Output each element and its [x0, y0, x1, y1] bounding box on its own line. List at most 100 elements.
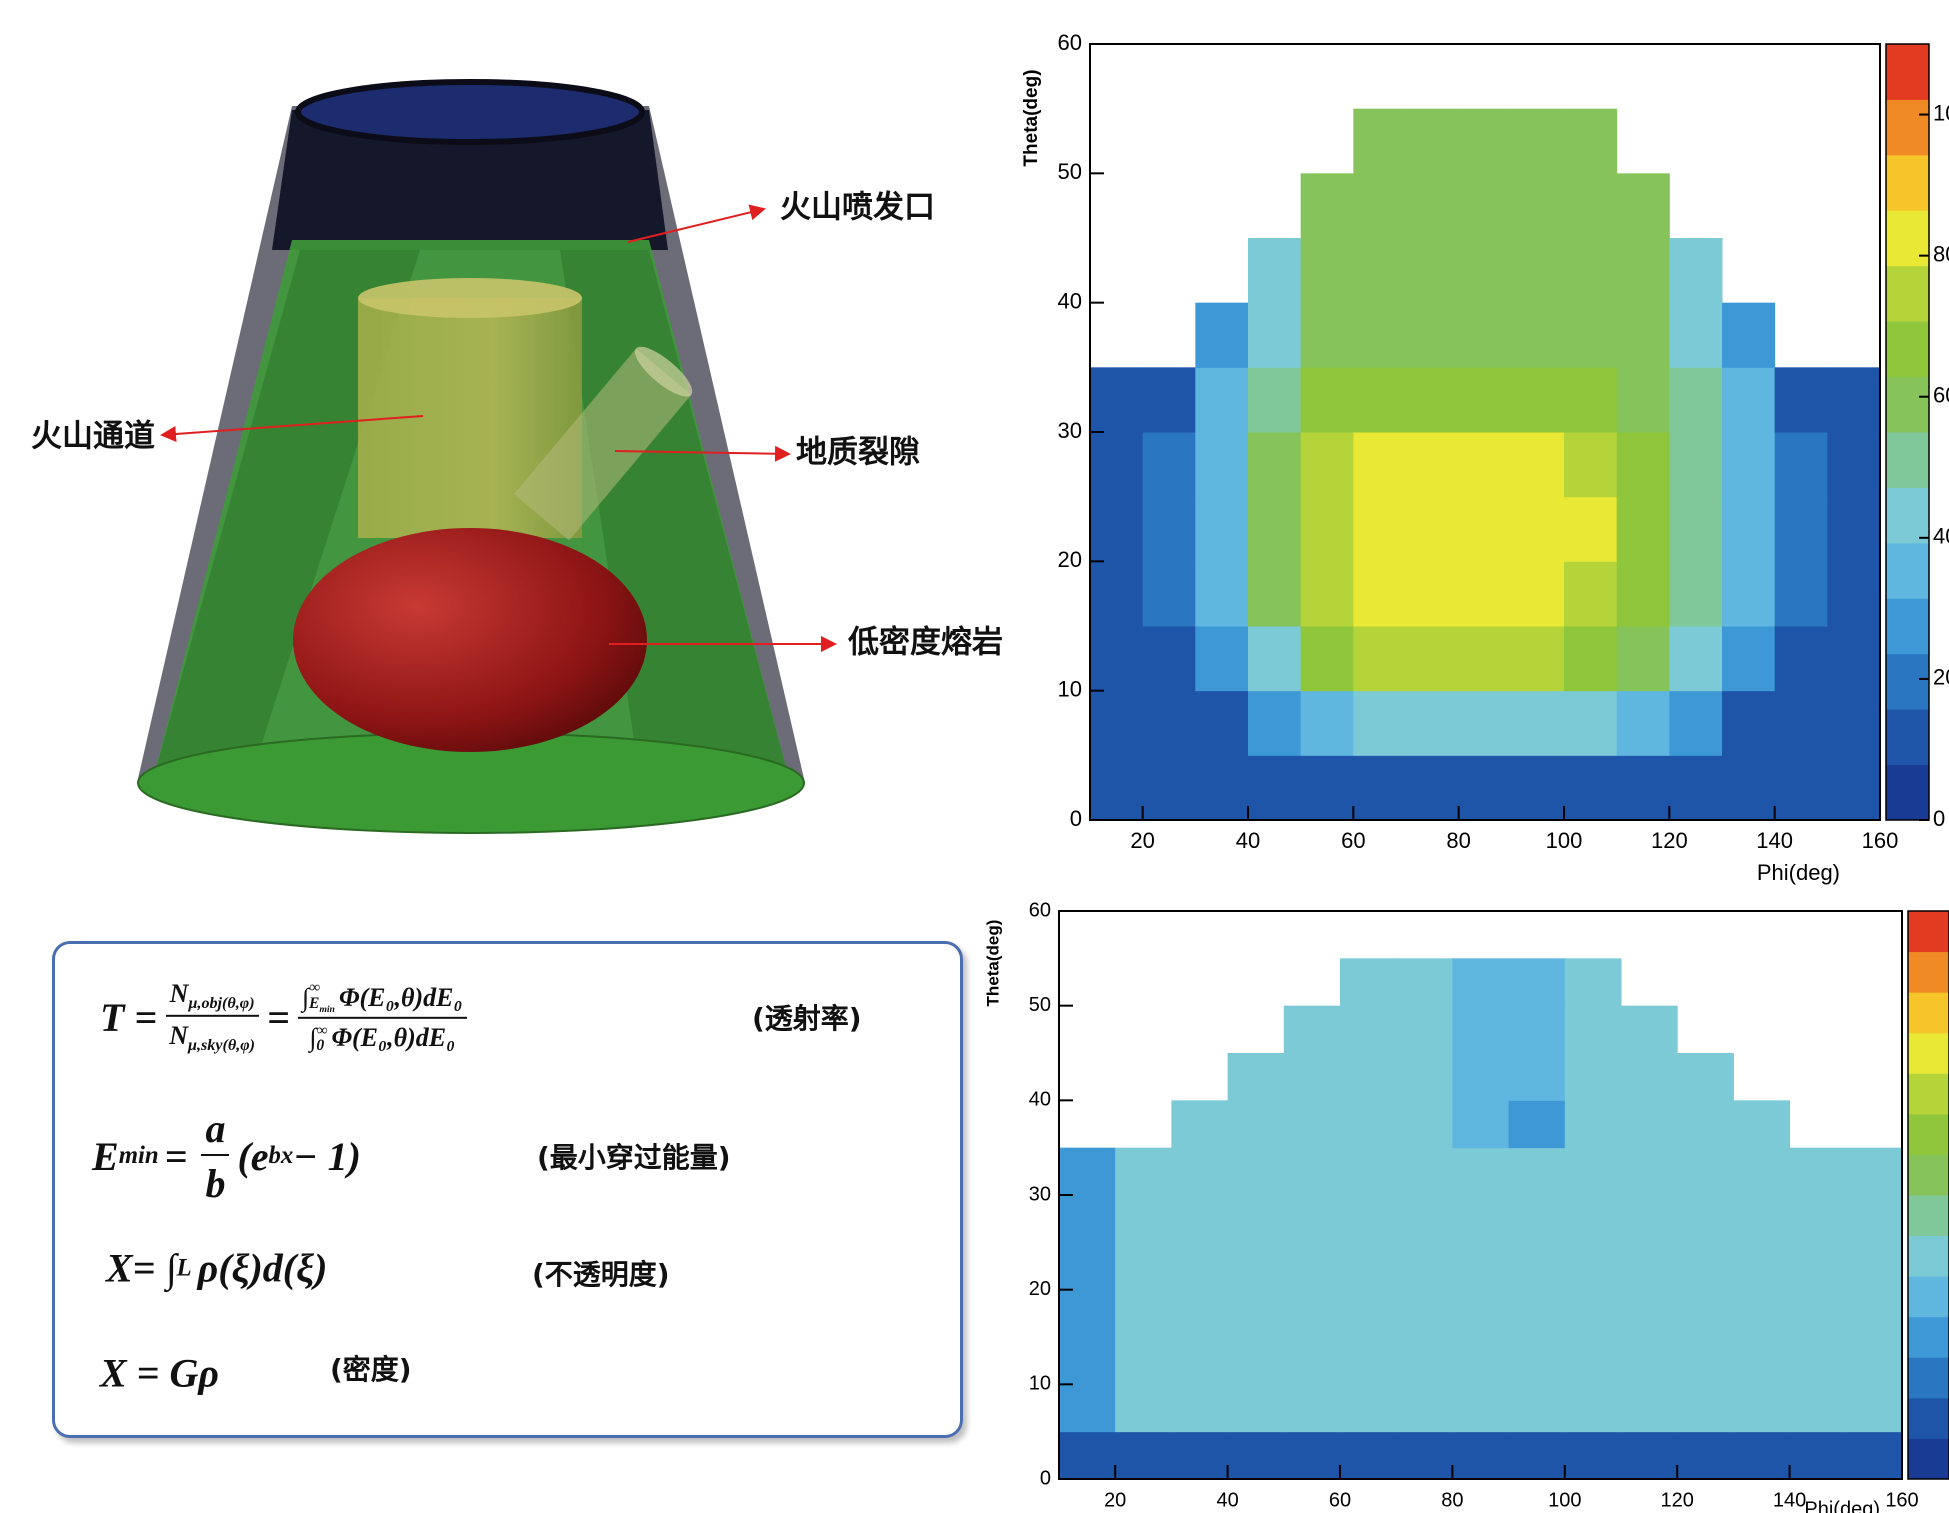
- y-tick-label: 30: [1058, 418, 1082, 443]
- formula: Emin = ab (ebx − 1): [92, 1105, 361, 1207]
- volcano-model: 火山喷发口 火山通道 地质裂隙 低密度熔岩: [31, 82, 1003, 833]
- heatmap-cell: [1846, 1337, 1903, 1385]
- heatmap-cell: [1284, 1006, 1341, 1054]
- heatmap-cell: [1669, 691, 1722, 756]
- heatmap-cell: [1301, 561, 1354, 626]
- formula-note: (透射率): [752, 997, 862, 1037]
- heatmap-cell: [1617, 561, 1670, 626]
- formula-text: T =: [100, 994, 157, 1041]
- heatmap-cell: [1396, 1432, 1453, 1480]
- heatmap-cell: [1621, 1006, 1678, 1054]
- heatmap-cell: [1846, 1148, 1903, 1196]
- heatmap-cell: [1846, 1384, 1903, 1432]
- colorbar-band: [1908, 992, 1949, 1033]
- heatmap-cell: [1733, 1290, 1790, 1338]
- heatmap-cell: [1059, 1290, 1116, 1338]
- heatmap-cell: [1509, 1384, 1566, 1432]
- heatmap-cell: [1452, 1006, 1509, 1054]
- heatmap-cell: [1677, 1242, 1734, 1290]
- heatmap-cell: [1565, 1432, 1622, 1480]
- heatmap-cell: [1406, 755, 1459, 820]
- formula-text: L: [176, 1254, 191, 1282]
- heatmap-cell: [1452, 1384, 1509, 1432]
- heatmap-cell: [1790, 1337, 1847, 1385]
- heatmap-cell: [1340, 1384, 1397, 1432]
- heatmap-cell: [1396, 1337, 1453, 1385]
- heatmap-cell: [1722, 755, 1775, 820]
- heatmap-cell: [1511, 303, 1564, 368]
- x-axis-label: Phi(deg): [1757, 860, 1840, 885]
- heatmap-cell: [1090, 367, 1143, 432]
- conduit-top: [358, 278, 582, 318]
- heatmap-cell: [1340, 1100, 1397, 1148]
- heatmap-cell: [1722, 561, 1775, 626]
- heatmap-cell: [1509, 1100, 1566, 1148]
- heatmap-cell: [1565, 1053, 1622, 1101]
- colorbar-band: [1908, 911, 1949, 952]
- heatmap-cell: [1669, 432, 1722, 497]
- heatmap-cell: [1396, 1242, 1453, 1290]
- formula-text: ∫: [309, 1023, 316, 1053]
- heatmap-cell: [1301, 432, 1354, 497]
- heatmap-cell: [1846, 1432, 1903, 1480]
- heatmap-cell: [1511, 691, 1564, 756]
- heatmap-cell: [1733, 1100, 1790, 1148]
- heatmap-cell: [1509, 1195, 1566, 1243]
- heatmap-cell: [1059, 1384, 1116, 1432]
- colorbar-band: [1886, 321, 1929, 377]
- label: 低密度熔岩: [847, 625, 1003, 661]
- heatmap-cell: [1790, 1195, 1847, 1243]
- colorbar-band: [1886, 598, 1929, 654]
- heatmap-cell: [1733, 1337, 1790, 1385]
- label: 地质裂隙: [796, 435, 920, 471]
- heatmap-cell: [1511, 755, 1564, 820]
- heatmap-cell: [1621, 1100, 1678, 1148]
- heatmap-cell: [1284, 1290, 1341, 1338]
- heatmap-cell: [1353, 626, 1406, 691]
- heatmap-cell: [1340, 1432, 1397, 1480]
- x-tick-label: 20: [1104, 1489, 1126, 1511]
- heatmap-cell: [1565, 1148, 1622, 1196]
- formula-text: =: [267, 994, 290, 1041]
- y-tick-label: 40: [1029, 1089, 1051, 1111]
- heatmap-cell: [1722, 691, 1775, 756]
- heatmap-cell: [1846, 1195, 1903, 1243]
- colorbar-band: [1886, 155, 1929, 211]
- heatmap-cell: [1677, 1432, 1734, 1480]
- heatmap-cell: [1511, 497, 1564, 562]
- heatmap-cell: [1228, 1100, 1285, 1148]
- y-tick-label: 0: [1070, 806, 1082, 831]
- heatmap-cell: [1677, 1384, 1734, 1432]
- heatmap-cell: [1509, 1432, 1566, 1480]
- y-tick-label: 60: [1058, 30, 1082, 55]
- heatmap-cell: [1171, 1100, 1228, 1148]
- heatmap-cell: [1617, 691, 1670, 756]
- colorbar-band: [1908, 1317, 1949, 1358]
- y-tick-label: 50: [1058, 159, 1082, 184]
- heatmap-cell: [1171, 1148, 1228, 1196]
- x-tick-label: 20: [1130, 828, 1154, 853]
- heatmap-cell: [1621, 1290, 1678, 1338]
- heatmap-cell: [1301, 238, 1354, 303]
- heatmap-cell: [1115, 1432, 1172, 1480]
- formula-text: 0: [316, 1038, 327, 1054]
- heatmap-cell: [1301, 497, 1354, 562]
- x-tick-label: 140: [1773, 1489, 1806, 1511]
- formula-text: bx: [269, 1142, 294, 1170]
- x-tick-label: 40: [1236, 828, 1260, 853]
- heatmap-cell: [1452, 1432, 1509, 1480]
- heatmap-cell: [1195, 497, 1248, 562]
- heatmap-cell: [1669, 561, 1722, 626]
- heatmap-cell: [1509, 958, 1566, 1006]
- colorbar-band: [1886, 210, 1929, 266]
- heatmap-cell: [1248, 755, 1301, 820]
- y-tick-label: 30: [1029, 1183, 1051, 1205]
- heatmap-cell: [1059, 1242, 1116, 1290]
- heatmap-cell: [1195, 626, 1248, 691]
- heatmap-cell: [1722, 303, 1775, 368]
- colorbar-band: [1908, 1195, 1949, 1236]
- heatmap-cell: [1090, 691, 1143, 756]
- heatmap-cell: [1195, 303, 1248, 368]
- heatmap-cell: [1722, 432, 1775, 497]
- heatmap-cell: [1115, 1337, 1172, 1385]
